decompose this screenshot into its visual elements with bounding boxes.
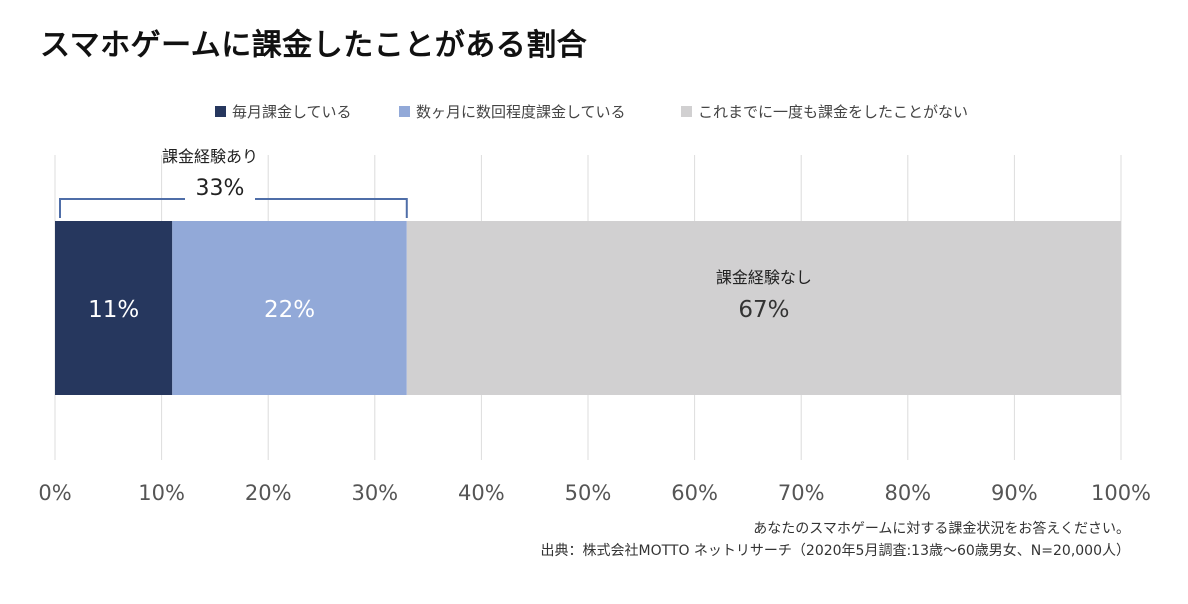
x-tick-label: 70% <box>778 481 825 505</box>
x-tick-label: 0% <box>38 481 71 505</box>
legend-label-occasional: 数ヶ月に数回程度課金している <box>416 103 626 121</box>
bar-segment-occasional <box>172 221 407 395</box>
x-tick-label: 90% <box>991 481 1038 505</box>
data-label: 22% <box>264 297 315 323</box>
legend-item-monthly: 毎月課金している <box>215 101 352 122</box>
legend-item-never: これまでに一度も課金をしたことがない <box>681 101 968 122</box>
bracket-line <box>59 198 408 218</box>
data-labels: 11% 22% 67% 課金経験なし <box>88 268 812 323</box>
no-spending-label: 課金経験なし <box>716 268 812 287</box>
legend: 毎月課金している 数ヶ月に数回程度課金している これまでに一度も課金をしたことが… <box>0 101 1188 123</box>
bracket-value: 33% <box>185 176 255 201</box>
survey-question-note: あなたのスマホゲームに対する課金状況をお答えください。 <box>753 521 1130 537</box>
legend-swatch-never <box>681 106 692 117</box>
legend-label-never: これまでに一度も課金をしたことがない <box>698 103 969 121</box>
x-tick-label: 100% <box>1091 481 1151 505</box>
data-label: 67% <box>738 297 789 323</box>
x-tick-label: 50% <box>565 481 612 505</box>
x-tick-label: 60% <box>671 481 718 505</box>
legend-label-monthly: 毎月課金している <box>232 103 352 121</box>
bar-segment-never <box>406 221 1121 395</box>
x-tick-label: 30% <box>351 481 398 505</box>
bar-segments <box>55 221 1121 395</box>
x-tick-label: 40% <box>458 481 505 505</box>
data-label: 11% <box>88 297 139 323</box>
bar-segment-monthly <box>55 221 173 395</box>
x-tick-label: 80% <box>884 481 931 505</box>
x-axis-tick-labels: 0% 10% 20% 30% 40% 50% 60% 70% 80% 90% 100% <box>38 481 1151 505</box>
chart-title: スマホゲームに課金したことがある割合 <box>40 28 588 63</box>
x-tick-label: 20% <box>245 481 292 505</box>
legend-swatch-monthly <box>215 106 226 117</box>
spending-bracket <box>59 198 408 218</box>
legend-item-occasional: 数ヶ月に数回程度課金している <box>399 101 626 122</box>
source-note: 出典：株式会社MOTTO ネットリサーチ（2020年5月調査:13歳〜60歳男女… <box>540 543 1131 559</box>
bracket-label: 課金経験あり <box>162 147 259 166</box>
x-tick-label: 10% <box>138 481 185 505</box>
legend-swatch-occasional <box>399 106 410 117</box>
